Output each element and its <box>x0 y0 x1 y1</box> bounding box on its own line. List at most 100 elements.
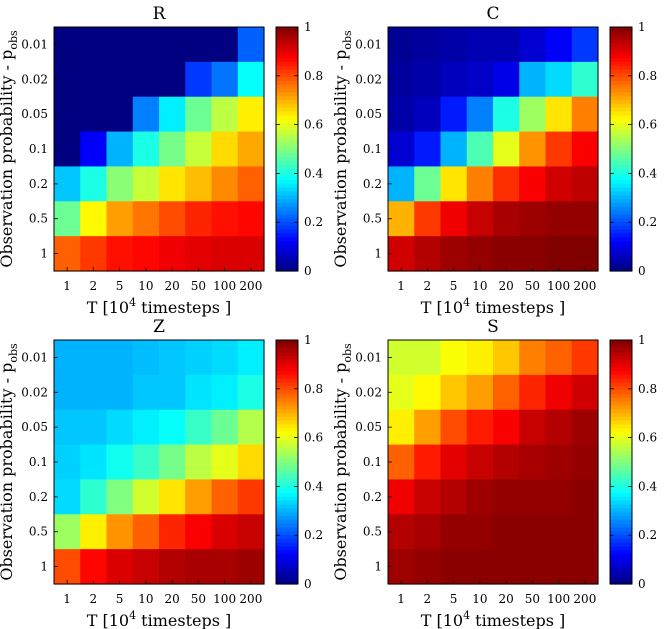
x-tick-label: 5 <box>450 279 458 293</box>
heatmap-cell <box>571 549 599 585</box>
colorbar-segment <box>610 507 632 513</box>
y-tick-label: 0.02 <box>355 72 382 86</box>
heatmap-cell <box>519 409 547 446</box>
x-tick-label: 10 <box>472 592 487 606</box>
colorbar-segment <box>276 397 298 402</box>
heatmap-cell <box>519 549 547 585</box>
heatmap-cell <box>237 131 265 168</box>
heatmap-cell <box>80 201 108 237</box>
colorbar-segment <box>610 462 632 467</box>
colorbar-segment <box>276 65 298 70</box>
heatmap-cell <box>211 131 239 168</box>
colorbar-segment <box>610 500 632 505</box>
heatmap-cell <box>571 479 599 515</box>
heatmap-cell <box>132 27 160 63</box>
colorbar-segment <box>610 568 632 574</box>
heatmap-cell <box>185 61 213 98</box>
y-tick-label: 0.05 <box>21 107 48 121</box>
y-tick-label: 1 <box>374 247 382 261</box>
heatmap-cell <box>211 444 239 481</box>
heatmap-cell <box>545 96 573 133</box>
heatmap-cell <box>159 201 186 237</box>
heatmap-cell <box>211 96 239 133</box>
heatmap-cell <box>493 444 520 481</box>
y-tick-label: 0.01 <box>21 37 48 51</box>
heatmap-cell <box>106 61 134 98</box>
colorbar-segment <box>610 84 632 89</box>
x-tick-label: 1 <box>63 279 71 293</box>
colorbar-segment <box>276 72 298 78</box>
heatmap-cell <box>388 374 415 411</box>
chart-title: R <box>153 4 167 24</box>
heatmap-cell <box>106 201 134 237</box>
heatmap-cell <box>388 514 415 550</box>
heatmap-cell <box>185 27 213 63</box>
heatmap-cell <box>237 374 265 411</box>
heatmap-cell <box>159 61 186 98</box>
x-tick-label: 50 <box>525 592 540 606</box>
heatmap-cell <box>466 236 494 272</box>
heatmap-cell <box>80 131 108 168</box>
colorbar-segment <box>610 183 632 188</box>
colorbar-segment <box>276 534 298 539</box>
heatmap-cell <box>106 340 134 376</box>
heatmap-cell <box>185 514 213 550</box>
colorbar-segment <box>276 210 298 215</box>
colorbar-segment <box>610 76 632 81</box>
colorbar-segment <box>610 538 632 543</box>
colorbar-frame <box>275 339 299 585</box>
colorbar-segment <box>610 149 632 154</box>
heatmap-cell <box>54 96 81 133</box>
heatmap-cell <box>440 514 468 550</box>
colorbar-segment <box>276 389 298 394</box>
heatmap-cell <box>414 444 442 481</box>
y-tick-label: 1 <box>40 560 48 574</box>
x-tick-label: 200 <box>239 279 262 293</box>
colorbar-segment <box>276 500 298 505</box>
heatmap-cell <box>80 444 108 481</box>
colorbar-segment <box>276 68 298 74</box>
colorbar-segment <box>610 255 632 261</box>
colorbar-segment <box>610 423 632 429</box>
heatmap-cell <box>571 61 599 98</box>
colorbar-segment <box>610 133 632 139</box>
heatmap-cell <box>466 549 494 585</box>
heatmap-cell <box>211 27 239 63</box>
colorbar-segment <box>610 80 632 85</box>
colorbar-segment <box>276 481 298 486</box>
colorbar-segment <box>610 389 632 394</box>
heatmap-cell <box>106 409 134 446</box>
colorbar-segment <box>610 458 632 463</box>
heatmap-cell <box>388 201 415 237</box>
colorbar-segment <box>276 469 298 475</box>
heatmap-cell <box>493 374 520 411</box>
colorbar-segment <box>276 564 298 570</box>
colorbar-frame <box>275 26 299 272</box>
colorbar-segment <box>276 95 298 101</box>
colorbar-segment <box>276 110 298 116</box>
heatmap-cell <box>80 514 108 550</box>
colorbar-segment <box>610 523 632 528</box>
heatmap-cell <box>54 374 81 411</box>
colorbar-segment <box>610 122 632 127</box>
colorbar-segment <box>276 160 298 165</box>
heatmap-cell <box>159 549 186 585</box>
heatmap-cell <box>132 374 160 411</box>
y-tick-label: 0.2 <box>29 490 48 504</box>
y-tick-label: 1 <box>374 560 382 574</box>
colorbar-segment <box>276 217 298 223</box>
colorbar-segment <box>610 179 632 184</box>
colorbar-segment <box>276 408 298 414</box>
heatmap-cell <box>54 514 81 550</box>
heatmap-cell <box>440 374 468 411</box>
heatmap-cell <box>414 514 442 550</box>
heatmap-cell <box>211 549 239 585</box>
colorbar-segment <box>610 46 632 51</box>
colorbar-segment <box>610 240 632 245</box>
heatmap-cell <box>159 514 186 550</box>
colorbar-segment <box>276 187 298 192</box>
heatmap-cell <box>440 340 468 376</box>
colorbar-segment <box>276 462 298 467</box>
colorbar-segment <box>610 545 632 551</box>
heatmap-cell <box>80 340 108 376</box>
